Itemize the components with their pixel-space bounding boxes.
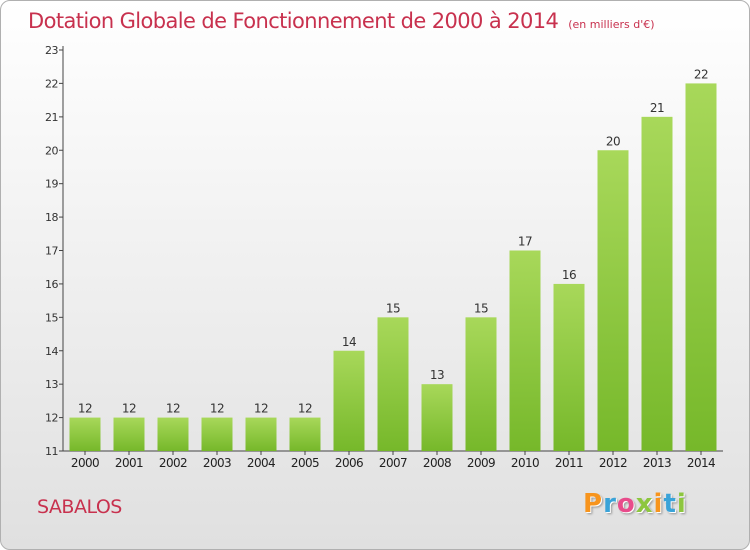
bar — [69, 417, 101, 451]
data-label: 12 — [298, 402, 312, 416]
bar — [113, 417, 145, 451]
y-tick-label: 14 — [45, 345, 58, 358]
x-tick-label: 2007 — [379, 456, 407, 470]
data-label: 17 — [518, 235, 532, 249]
x-tick-label: 2012 — [599, 456, 627, 470]
y-tick-label: 17 — [45, 245, 58, 258]
y-tick-label: 12 — [45, 412, 58, 425]
data-label: 20 — [606, 134, 620, 148]
x-axis: 2000 2001 2002 2003 2004 2005 2006 2007 2008 2009… — [63, 450, 723, 470]
bar — [333, 350, 365, 451]
y-tick-label: 13 — [45, 378, 58, 391]
data-label: 12 — [122, 402, 136, 416]
x-tick-label: 2001 — [115, 456, 143, 470]
x-tick-label: 2009 — [467, 456, 495, 470]
bars — [69, 83, 717, 452]
bar — [509, 250, 541, 451]
x-tick-label: 2011 — [555, 456, 583, 470]
y-tick-label: 16 — [45, 278, 58, 291]
x-tick-label: 2004 — [247, 456, 275, 470]
y-tick-label: 23 — [45, 44, 58, 57]
x-tick-label: 2006 — [335, 456, 363, 470]
data-label: 16 — [562, 268, 576, 282]
x-tick-label: 2008 — [423, 456, 451, 470]
bar — [553, 283, 585, 451]
logo-letter: t — [663, 489, 677, 519]
y-tick-label: 21 — [45, 111, 58, 124]
logo-letter: i — [676, 489, 687, 519]
bar — [421, 384, 453, 451]
x-tick-label: 2000 — [71, 456, 99, 470]
logo-letter: o — [616, 489, 636, 519]
x-tick-label: 2005 — [291, 456, 319, 470]
chart-title-main: Dotation Globale de Fonctionnement de 20… — [28, 9, 559, 33]
y-tick-label: 19 — [45, 178, 58, 191]
data-label: 12 — [78, 402, 92, 416]
data-label: 13 — [430, 368, 444, 382]
data-label: 12 — [166, 402, 180, 416]
data-label: 22 — [694, 67, 708, 81]
data-label: 14 — [342, 335, 356, 349]
data-label: 15 — [474, 301, 488, 315]
x-tick-label: 2014 — [687, 456, 715, 470]
x-tick-label: 2010 — [511, 456, 539, 470]
data-label: 15 — [386, 301, 400, 315]
data-label: 21 — [650, 101, 664, 115]
y-axis: 11 12 13 14 15 16 17 18 19 20 21 22 23 — [45, 44, 64, 458]
x-tick-label: 2002 — [159, 456, 187, 470]
chart-title: Dotation Globale de Fonctionnement de 20… — [28, 9, 655, 33]
y-tick-label: 18 — [45, 211, 58, 224]
bar — [377, 317, 409, 451]
bar — [201, 417, 233, 451]
data-labels: 12 12 12 12 12 12 14 15 13 15 17 16 20 21 22 — [78, 67, 709, 416]
x-tick-label: 2013 — [643, 456, 671, 470]
bar — [685, 83, 717, 452]
bar — [245, 417, 277, 451]
logo-letter: r — [603, 489, 617, 519]
proxiti-logo: Proxiti — [583, 489, 687, 519]
bar — [641, 116, 673, 451]
y-tick-label: 22 — [45, 77, 58, 90]
y-tick-label: 20 — [45, 144, 58, 157]
bar — [289, 417, 321, 451]
chart-title-unit: (en milliers d'€) — [568, 18, 655, 31]
data-label: 12 — [210, 402, 224, 416]
bar — [157, 417, 189, 451]
x-tick-label: 2003 — [203, 456, 231, 470]
logo-letter: i — [653, 489, 664, 519]
y-tick-label: 15 — [45, 311, 58, 324]
bar — [597, 150, 629, 451]
commune-name: SABALOS — [37, 496, 122, 518]
y-tick-label: 11 — [45, 445, 58, 458]
data-label: 12 — [254, 402, 268, 416]
logo-letter: x — [635, 489, 654, 519]
bar — [465, 317, 497, 451]
logo-letter: P — [583, 489, 604, 519]
